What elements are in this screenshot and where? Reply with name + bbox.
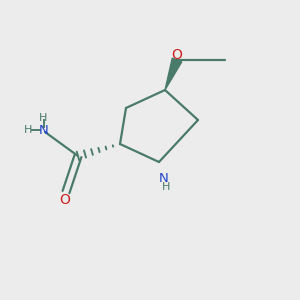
Text: O: O: [172, 49, 182, 62]
Text: O: O: [59, 193, 70, 206]
Text: N: N: [159, 172, 168, 185]
Text: N: N: [39, 124, 48, 137]
Text: H: H: [24, 125, 33, 136]
Polygon shape: [165, 58, 182, 90]
Text: H: H: [162, 182, 171, 193]
Text: H: H: [39, 112, 48, 123]
